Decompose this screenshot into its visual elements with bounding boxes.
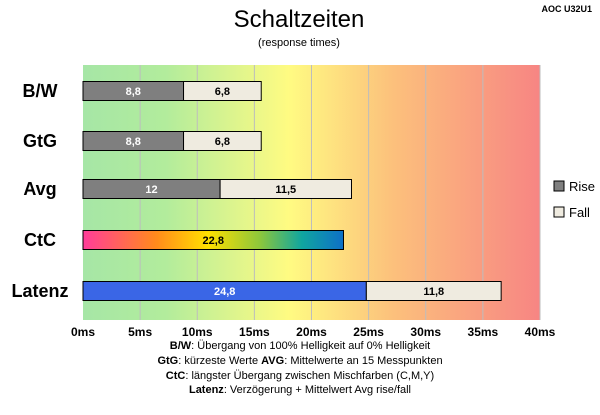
note-ctc-text: : längster Übergang zwischen Mischfarben… [185, 369, 435, 382]
note-ctc-key: CtC [165, 369, 186, 382]
bar-fall-label-4: 11,8 [423, 286, 444, 298]
note-bw: B/W: Übergang von 100% Helligkeit auf 0%… [0, 339, 600, 354]
bar-rise-label-1: 8,8 [126, 136, 141, 148]
note-bw-key: B/W [169, 340, 192, 352]
bar-fall-1 [183, 131, 262, 151]
legend-label-fall: Fall [569, 205, 590, 220]
bars: 8,8 6,8 8,8 6,8 12 11,5 22,8 24,8 11,8 [82, 81, 502, 301]
bar-rise-3 [82, 230, 344, 250]
bar-fall-label-1: 6,8 [215, 136, 230, 148]
category-label-bw: B/W [23, 81, 58, 101]
note-gtg-avg: GtG: kürzeste Werte AVG: Mittelwerte an … [0, 354, 600, 369]
bar-fall-label-0: 6,8 [215, 86, 230, 98]
x-tick-label-7: 35ms [468, 325, 499, 339]
note-latenz-key: Latenz [188, 384, 224, 397]
x-tick-label-8: 40ms [525, 325, 556, 339]
note-avg-key: AVG [261, 354, 285, 367]
bar-rise-label-3: 22,8 [203, 235, 224, 247]
x-tick-label-0: 0ms [71, 325, 95, 339]
bar-fall-4 [365, 281, 502, 301]
note-bw-text: : Übergang von 100% Helligkeit auf 0% He… [191, 340, 431, 352]
note-latenz: Latenz: Verzögerung + Mittelwert Avg ris… [0, 383, 600, 398]
x-tick-label-1: 5ms [128, 325, 152, 339]
footnotes: B/W: Übergang von 100% Helligkeit auf 0%… [0, 339, 600, 398]
category-labels: B/W GtG Avg CtC Latenz [11, 81, 68, 301]
bar-rise-label-4: 24,8 [214, 286, 235, 298]
legend-swatch-rise [553, 180, 565, 192]
category-label-avg: Avg [23, 179, 56, 199]
x-tick-label-2: 10ms [182, 325, 213, 339]
x-axis-ticks: 0ms 5ms 10ms 15ms 20ms 25ms 30ms 35ms 40ms [71, 325, 556, 339]
note-gtg-key: GtG [157, 354, 179, 367]
x-tick-label-5: 25ms [353, 325, 384, 339]
bar-fall-0 [183, 81, 262, 101]
note-avg-text: : Mittelwerte an 15 Messpunkten [284, 354, 443, 367]
legend-label-rise: Rise [569, 179, 595, 194]
note-latenz-text: : Verzögerung + Mittelwert Avg rise/fall [223, 384, 412, 397]
x-tick-label-3: 15ms [239, 325, 270, 339]
bar-fall-2 [219, 179, 352, 199]
x-tick-label-4: 20ms [296, 325, 327, 339]
legend-swatch-fall [553, 206, 565, 218]
legend: Rise Fall [553, 179, 595, 220]
note-ctc: CtC: längster Übergang zwischen Mischfar… [0, 369, 600, 384]
x-tick-label-6: 30ms [410, 325, 441, 339]
category-label-latenz: Latenz [11, 281, 68, 301]
bar-rise-label-0: 8,8 [126, 86, 141, 98]
note-gtg-text: : kürzeste Werte [178, 354, 259, 367]
chart-title: Schaltzeiten [234, 6, 365, 33]
category-label-gtg: GtG [23, 131, 57, 151]
monitor-model-label: AOC U32U1 [541, 4, 592, 14]
bar-fall-label-2: 11,5 [275, 184, 296, 196]
category-label-ctc: CtC [24, 230, 56, 250]
chart-subtitle: (response times) [258, 37, 340, 49]
bar-rise-label-2: 12 [145, 184, 157, 196]
